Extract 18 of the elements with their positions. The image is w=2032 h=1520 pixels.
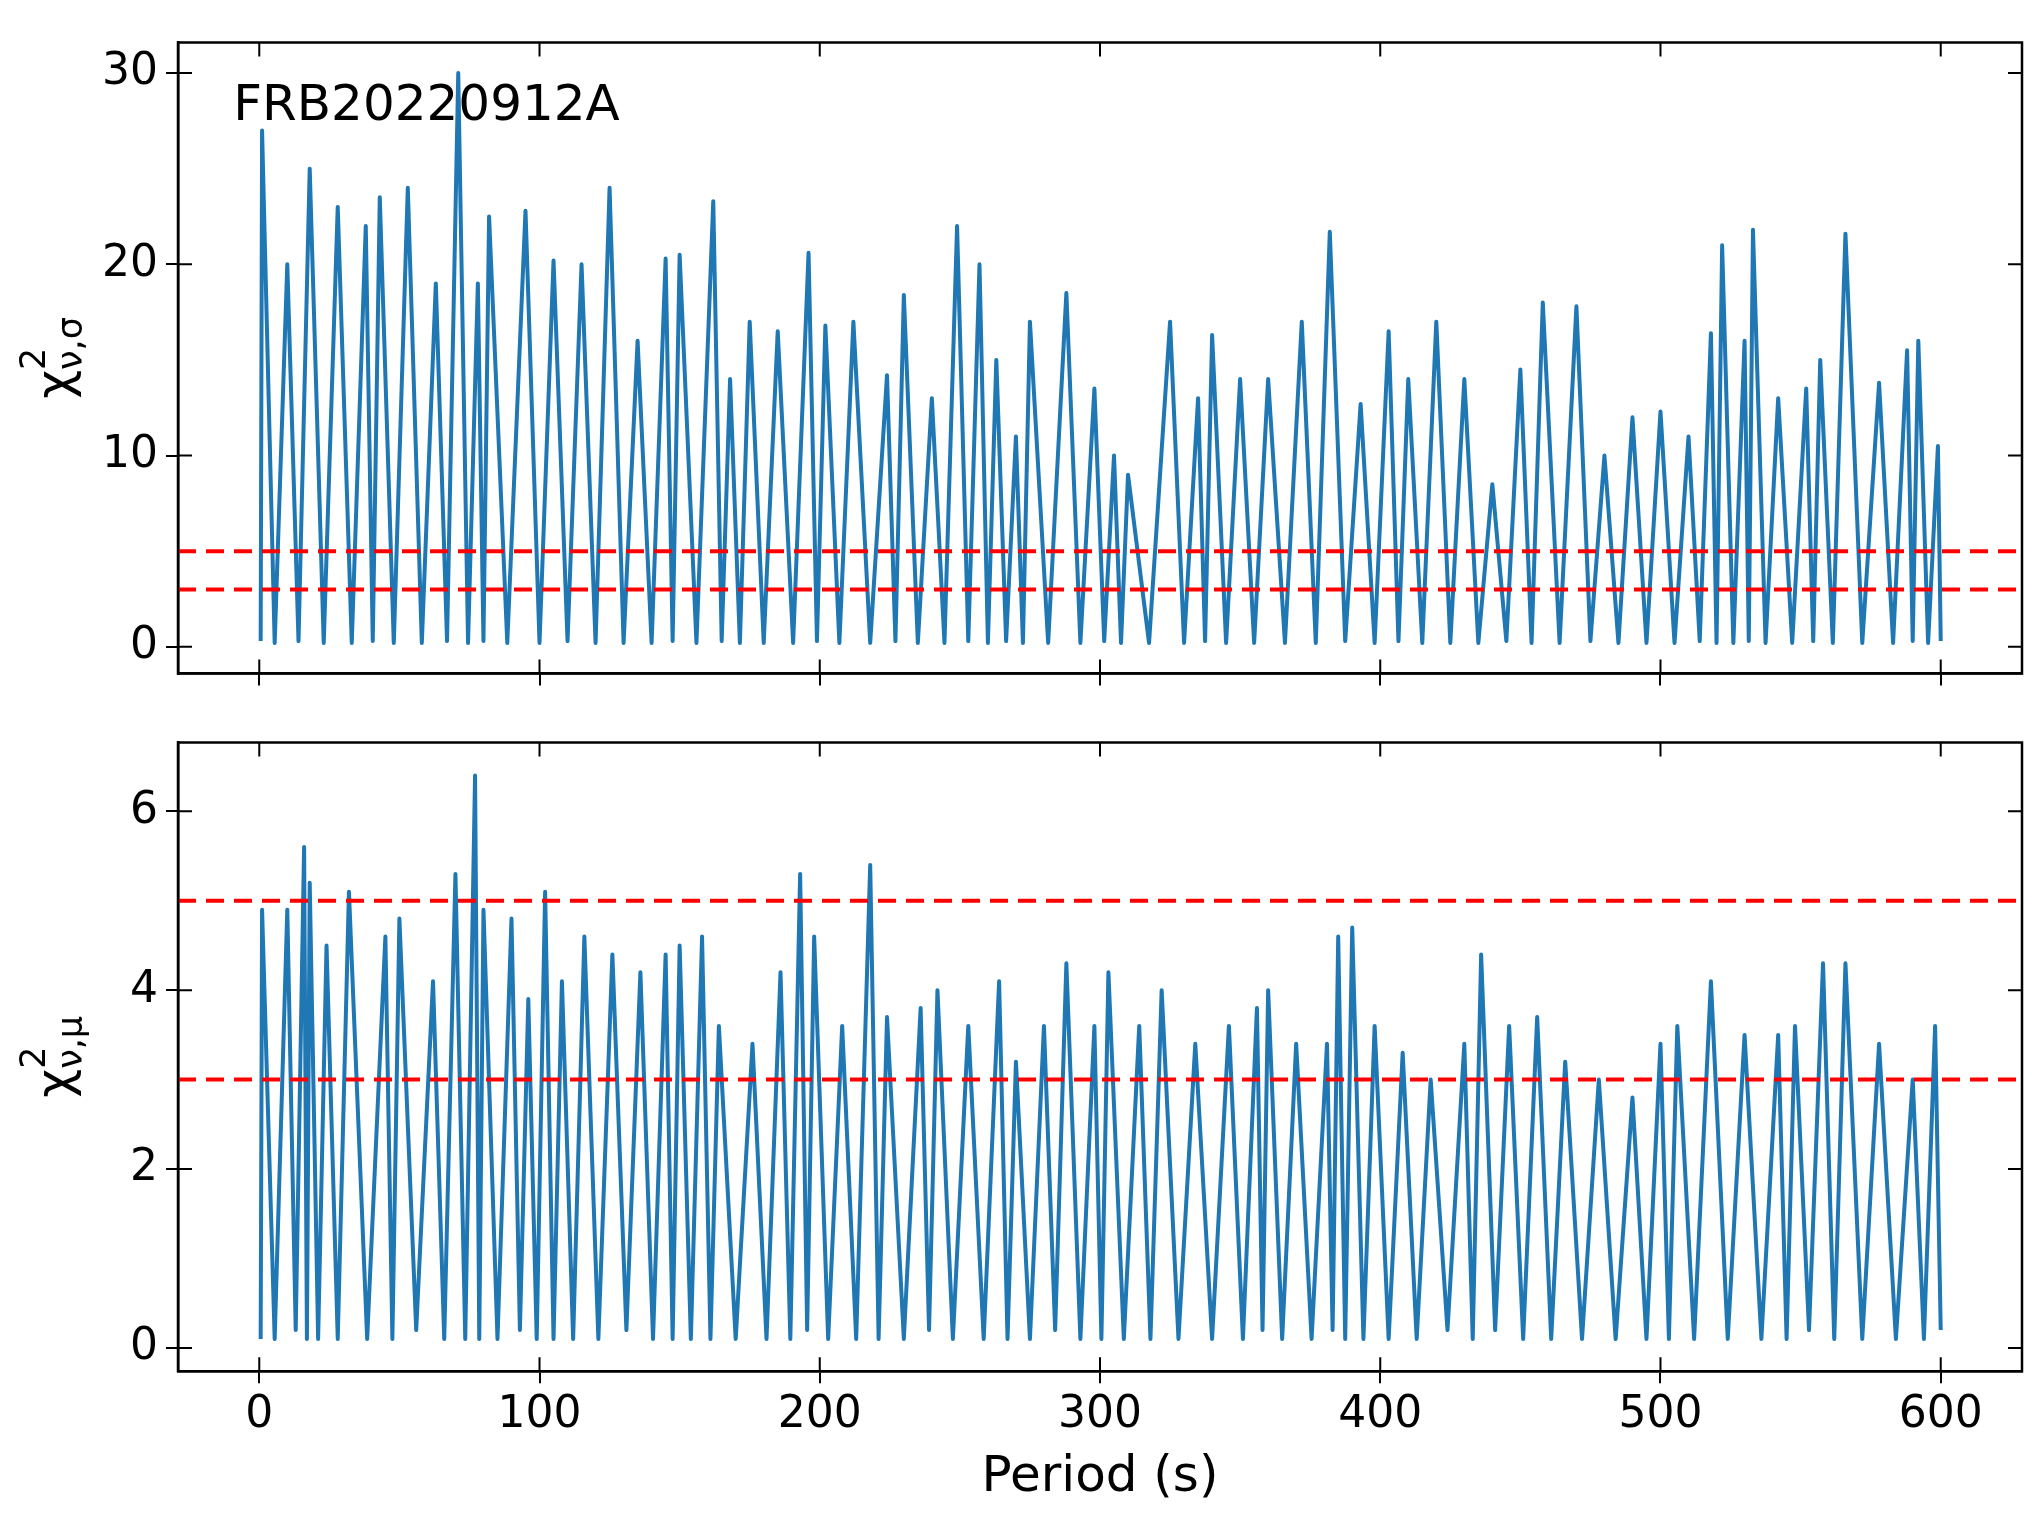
y-tick-label: 30	[102, 43, 158, 95]
x-tick-label: 0	[245, 1386, 274, 1438]
y-tick-label: 2	[130, 1139, 158, 1191]
y-tick-label: 4	[130, 960, 158, 1012]
x-axis-title: Period (s)	[981, 1444, 1219, 1503]
y-tick-label: 0	[130, 617, 158, 669]
x-tick-label: 200	[777, 1386, 862, 1438]
x-tick-label: 500	[1618, 1386, 1703, 1438]
y-tick-label: 0	[130, 1318, 158, 1370]
x-tick-label: 300	[1058, 1386, 1142, 1438]
x-tick-label: 100	[497, 1386, 582, 1438]
x-tick-label: 600	[1898, 1386, 1983, 1438]
y-axis-title: χ2ν,σ	[12, 317, 91, 399]
y-tick-label: 20	[102, 234, 158, 286]
y-tick-label: 10	[102, 425, 158, 477]
x-tick-label: 400	[1338, 1386, 1423, 1438]
y-axis-title: χ2ν,μ	[12, 1015, 91, 1098]
y-tick-label: 6	[130, 781, 158, 833]
